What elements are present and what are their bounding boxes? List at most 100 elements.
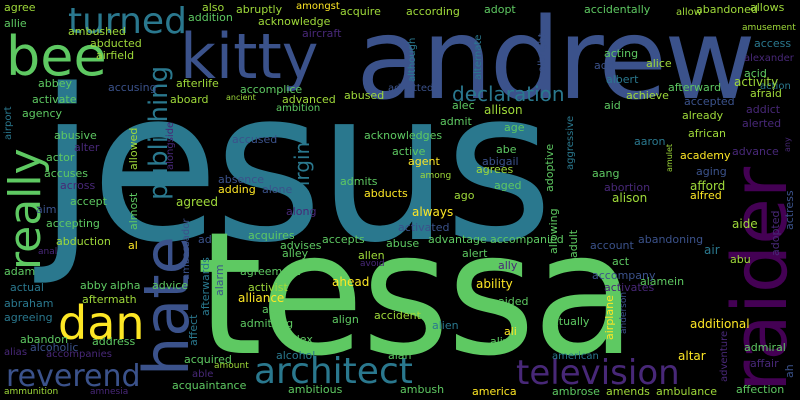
word-allie: allie (4, 17, 27, 30)
word-abraham: abraham (4, 297, 54, 310)
word-affair: affair (750, 357, 779, 370)
word-virgin: virgin (290, 141, 314, 198)
word-ali: ali (504, 325, 517, 338)
word-accepted: accepted (684, 95, 735, 108)
word-abandon: abandon (20, 333, 69, 346)
word-ad: ad (198, 233, 212, 246)
word-accompanies: accompanies (46, 349, 112, 360)
word-alter: alter (74, 141, 100, 154)
word-address: address (92, 335, 136, 348)
word-allow: allow (676, 7, 702, 18)
word-ambulance: ambulance (656, 385, 717, 398)
word-television: television (516, 353, 680, 393)
word-access: access (754, 37, 792, 50)
word-also: also (202, 1, 225, 14)
word-aide: aide (732, 217, 758, 231)
word-aided: aided (498, 295, 529, 308)
word-anderson: anderson (619, 291, 629, 334)
word-abusive: abusive (54, 129, 97, 142)
word-architect: architect (254, 351, 413, 392)
word-aboard: aboard (170, 93, 209, 106)
word-accompanied: accompanied (490, 233, 564, 246)
word-actor: actor (46, 151, 75, 164)
word-activity: activity (734, 75, 779, 89)
word-acquires: acquires (248, 229, 295, 242)
word-ambition: ambition (276, 103, 321, 114)
word-ambassador: ambassador (181, 218, 192, 280)
word-ago: ago (454, 189, 475, 202)
word-allowed: allowed (127, 127, 140, 170)
word-activate: activate (32, 93, 77, 106)
word-bee: bee (6, 25, 107, 88)
word-advance: advance (732, 145, 779, 158)
word-accepts: accepts (322, 233, 365, 246)
word-accidentally: accidentally (584, 3, 651, 16)
word-abducted: abducted (90, 37, 142, 50)
word-act: act (612, 255, 630, 268)
word-alcohol: alcohol (276, 349, 316, 362)
word-admitted: admitted (388, 83, 434, 94)
word-afterwards: afterwards (199, 257, 212, 316)
word-absence: absence (218, 173, 265, 186)
word-although: although (407, 37, 418, 82)
word-advanced: advanced (282, 93, 336, 106)
word-any: any (783, 137, 792, 152)
word-admitting: admitting (240, 317, 294, 330)
word-al: al (128, 239, 138, 252)
word-ambitious: ambitious (288, 383, 343, 396)
word-acting: acting (604, 47, 639, 60)
word-abu: abu (730, 253, 751, 266)
word-aggressive: aggressive (565, 115, 576, 170)
word-admiral: admiral (744, 341, 786, 354)
word-age: age (504, 121, 525, 134)
word-adding: adding (218, 183, 256, 196)
word-airplane: airplane (603, 295, 616, 340)
word-acknowledges: acknowledges (364, 129, 443, 142)
word-abuse: abuse (386, 237, 420, 250)
word-alfred: alfred (690, 189, 722, 202)
word-afford: afford (690, 179, 726, 193)
word-tessa: tessa (196, 196, 637, 394)
word-activates: activates (604, 281, 655, 294)
word-airport: airport (3, 106, 14, 140)
word-align: align (332, 313, 359, 326)
word-agreed: agreed (176, 195, 219, 209)
word-aim: aim (36, 203, 57, 216)
word-abused: abused (344, 89, 385, 102)
word-amnesia: amnesia (90, 387, 129, 397)
word-addict: addict (746, 103, 781, 116)
word-aaron: aaron (634, 135, 666, 148)
word-ambushed: ambushed (68, 25, 126, 38)
word-agreement: agreement (240, 265, 301, 278)
word-achieve: achieve (626, 89, 669, 102)
word-albert: albert (606, 73, 639, 86)
word-adoptive: adoptive (543, 143, 556, 192)
word-additional: additional (690, 317, 750, 331)
word-ancient: ancient (226, 93, 256, 102)
word-allowing: allowing (547, 208, 560, 254)
word-accused: accused (232, 133, 278, 146)
word-alliance: alliance (238, 291, 285, 305)
word-abortion: abortion (604, 181, 651, 194)
word-america: america (472, 385, 517, 398)
word-alexander: alexander (744, 53, 794, 64)
word-ambush: ambush (400, 383, 445, 396)
word-amends: amends (606, 385, 650, 398)
word-allows: allows (750, 1, 785, 14)
word-abandoning: abandoning (638, 233, 704, 246)
word-actress: actress (783, 190, 796, 230)
word-along: along (286, 205, 317, 218)
word-academy: academy (680, 149, 731, 162)
word-aid: aid (604, 99, 621, 112)
word-among: among (420, 171, 452, 181)
word-adopted: adopted (769, 210, 782, 257)
word-aang: aang (592, 167, 620, 180)
word-alive: alive (490, 335, 517, 348)
word-abigail: abigail (482, 155, 519, 168)
word-alice: alice (646, 57, 672, 70)
word-afterlife: afterlife (176, 77, 219, 90)
word-acquire: acquire (340, 5, 381, 18)
word-air: air (704, 243, 720, 257)
word-addition: addition (188, 11, 233, 24)
